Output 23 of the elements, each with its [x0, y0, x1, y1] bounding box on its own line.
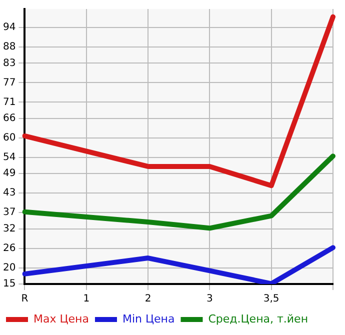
y-tick-label: 71: [2, 96, 16, 108]
y-tick-label: 15: [2, 278, 16, 290]
y-tick-label: 43: [2, 188, 16, 199]
y-tick-label: 20: [2, 262, 16, 274]
x-tick-label: R: [21, 294, 28, 305]
y-tick-label: 66: [2, 113, 16, 124]
y-tick-label: 26: [2, 242, 16, 254]
y-tick-label: 49: [2, 168, 16, 180]
x-tick-label: 1: [83, 294, 90, 305]
legend-label: Сред.Цена, т.йен: [208, 312, 308, 326]
legend-label: Max Цена: [34, 312, 89, 326]
x-tick-label: 3,5: [263, 294, 280, 305]
y-tick-label: 37: [2, 207, 16, 218]
y-tick-label: 88: [2, 42, 16, 53]
y-tick-label: 77: [2, 77, 16, 88]
y-tick-label: 32: [2, 223, 16, 234]
legend-label: Min Цена: [122, 312, 175, 326]
y-tick-label: 94: [2, 22, 16, 34]
x-tick-label: 3: [206, 294, 213, 305]
y-tick-label: 83: [2, 58, 16, 69]
y-tick-label: 60: [2, 132, 16, 144]
x-tick-label: 2: [144, 294, 152, 305]
y-tick-label: 54: [2, 152, 16, 163]
